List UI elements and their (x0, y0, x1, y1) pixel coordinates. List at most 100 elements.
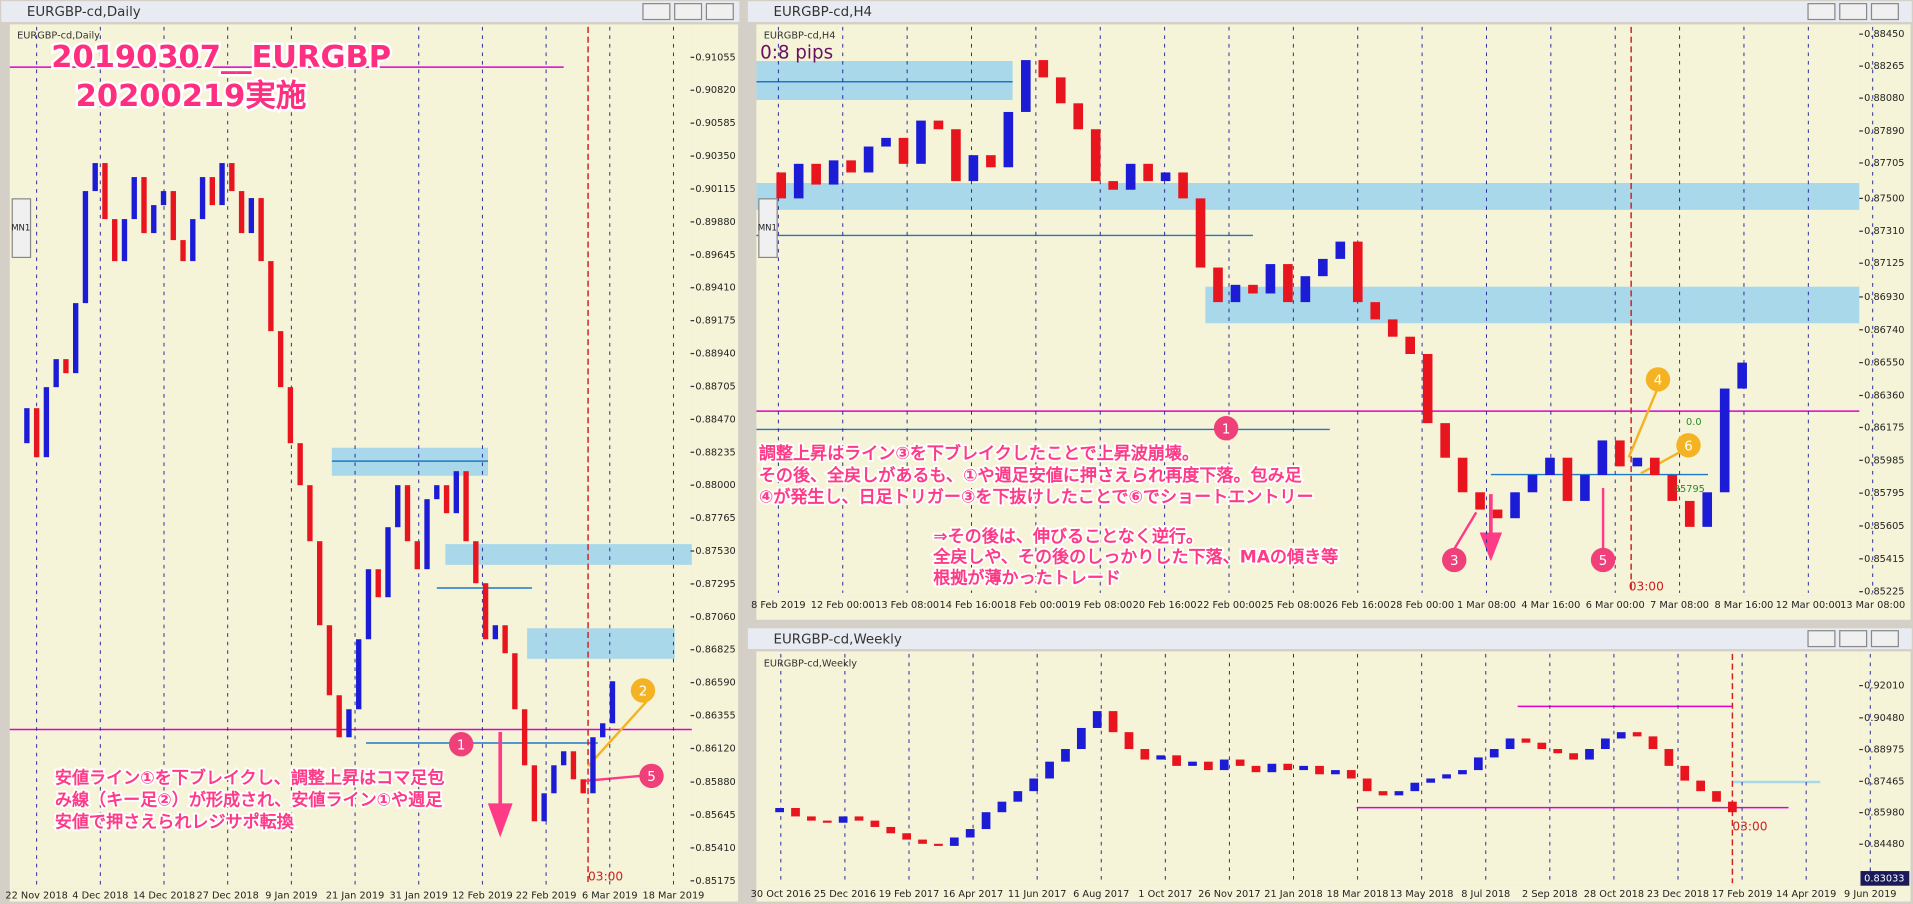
candle-body (1178, 172, 1188, 199)
candle-body (1156, 755, 1166, 760)
price-label: 0.87310 (1864, 226, 1904, 237)
candle-body (482, 583, 489, 640)
candle-body (229, 163, 235, 192)
candle-body (385, 527, 391, 598)
candle-body (180, 240, 186, 262)
candle-body (531, 765, 538, 822)
candle-body (434, 485, 440, 500)
price-label: 0.87765 (695, 513, 735, 524)
candle-body (934, 843, 943, 846)
price-label: 0.87890 (1864, 126, 1904, 137)
minimize[interactable] (1807, 630, 1836, 648)
candle-body (1219, 759, 1229, 771)
date-label: 8 Jul 2018 (1461, 889, 1510, 900)
note: 全戻しや、その後のしっかりした下落、MAの傾き等 (932, 547, 1338, 568)
zone (756, 60, 1013, 101)
price-label: 0.87465 (1864, 776, 1904, 787)
price-label: 0.87705 (1864, 158, 1904, 169)
date-label: 1 Oct 2017 (1138, 889, 1192, 900)
price-label: 0.85225 (1864, 587, 1904, 598)
title-bar (1, 1, 740, 22)
candle-body (807, 816, 816, 821)
candle-body (793, 163, 804, 199)
price-label: 0.85980 (1864, 808, 1904, 819)
candle-body (1457, 457, 1468, 493)
window-title: EURGBP-cd,H4 (774, 5, 873, 20)
price-label: 0.85175 (695, 876, 735, 887)
candle-body (160, 191, 167, 206)
date-label: 31 Jan 2019 (390, 890, 448, 901)
date-label: 13 Feb 08:00 (875, 600, 939, 611)
candle-body (53, 359, 59, 388)
candle-body (1251, 765, 1261, 773)
candle-body (336, 695, 342, 738)
candle-body (1378, 791, 1388, 796)
close[interactable] (705, 3, 734, 21)
price-label: 0.90585 (695, 118, 735, 129)
note: ④が発生し、日足トリガー③を下抜けしたことで⑥でショートエントリー (759, 487, 1314, 508)
marker-label: 5 (1599, 554, 1608, 569)
candle-body (141, 177, 147, 234)
candle-body (1188, 761, 1197, 766)
candle-body (811, 163, 821, 185)
candle-body (1426, 778, 1436, 783)
candle-body (1013, 791, 1023, 802)
candle-body (209, 177, 216, 206)
candle-body (1248, 284, 1258, 294)
minimize[interactable] (642, 3, 671, 21)
candle-body (1346, 770, 1356, 779)
candle-body (268, 261, 274, 332)
candle-body (356, 639, 362, 710)
candle-body (1213, 267, 1223, 303)
candle-body (822, 820, 832, 823)
candle-body (1021, 60, 1031, 112)
candle-body (1124, 732, 1134, 750)
period-button[interactable]: MN1 (758, 224, 777, 234)
time-axis (9, 888, 692, 902)
price-label: 0.89175 (695, 316, 735, 327)
candle-body (1553, 749, 1563, 754)
window-title: EURGBP-cd,Weekly (774, 632, 902, 647)
zone (527, 628, 675, 659)
maximize[interactable] (674, 3, 703, 21)
note: み線（キー足②）が形成され、安値ライン①や週足 (55, 789, 443, 810)
candle-body (541, 793, 547, 822)
candle-body (248, 198, 255, 234)
candles (24, 26, 1874, 886)
date-label: 4 Mar 16:00 (1521, 600, 1580, 611)
date-label: 13 May 2018 (1390, 889, 1454, 900)
candle-body (1489, 749, 1499, 758)
candle-body (1235, 759, 1245, 766)
candle-body (151, 205, 157, 234)
price-label: 0.90480 (1864, 713, 1904, 724)
close[interactable] (1870, 3, 1899, 21)
time-label: 03:00 (588, 870, 623, 884)
candle-body (1038, 60, 1049, 78)
minimize[interactable] (1807, 3, 1836, 21)
candle-body (238, 191, 245, 234)
close[interactable] (1870, 630, 1899, 648)
candle-body (1442, 774, 1451, 779)
period-button[interactable]: MN1 (11, 224, 30, 234)
date-label: 25 Feb 08:00 (1261, 600, 1325, 611)
scroll-box[interactable] (11, 198, 32, 259)
candle-body (951, 129, 961, 182)
candle-body (997, 801, 1007, 813)
price-label: 0.87295 (695, 579, 735, 590)
price-label: 0.90820 (695, 85, 735, 96)
candle-body (918, 839, 927, 844)
price-label: 0.90115 (695, 184, 735, 195)
marker-circle (630, 678, 656, 703)
scroll-box[interactable] (758, 198, 778, 259)
time-axis (756, 595, 1860, 620)
window-buttons[interactable] (11, 3, 1899, 648)
date-label: 25 Dec 2016 (814, 889, 876, 900)
candle-body (1318, 258, 1328, 277)
candle-body (492, 625, 499, 640)
date-label: 8 Mar 16:00 (1715, 600, 1774, 611)
maximize[interactable] (1839, 3, 1868, 21)
maximize[interactable] (1839, 630, 1868, 648)
date-label: 18 Feb 00:00 (1004, 600, 1068, 611)
candle-body (898, 137, 909, 164)
note: 根拠が薄かったトレード (933, 567, 1121, 588)
